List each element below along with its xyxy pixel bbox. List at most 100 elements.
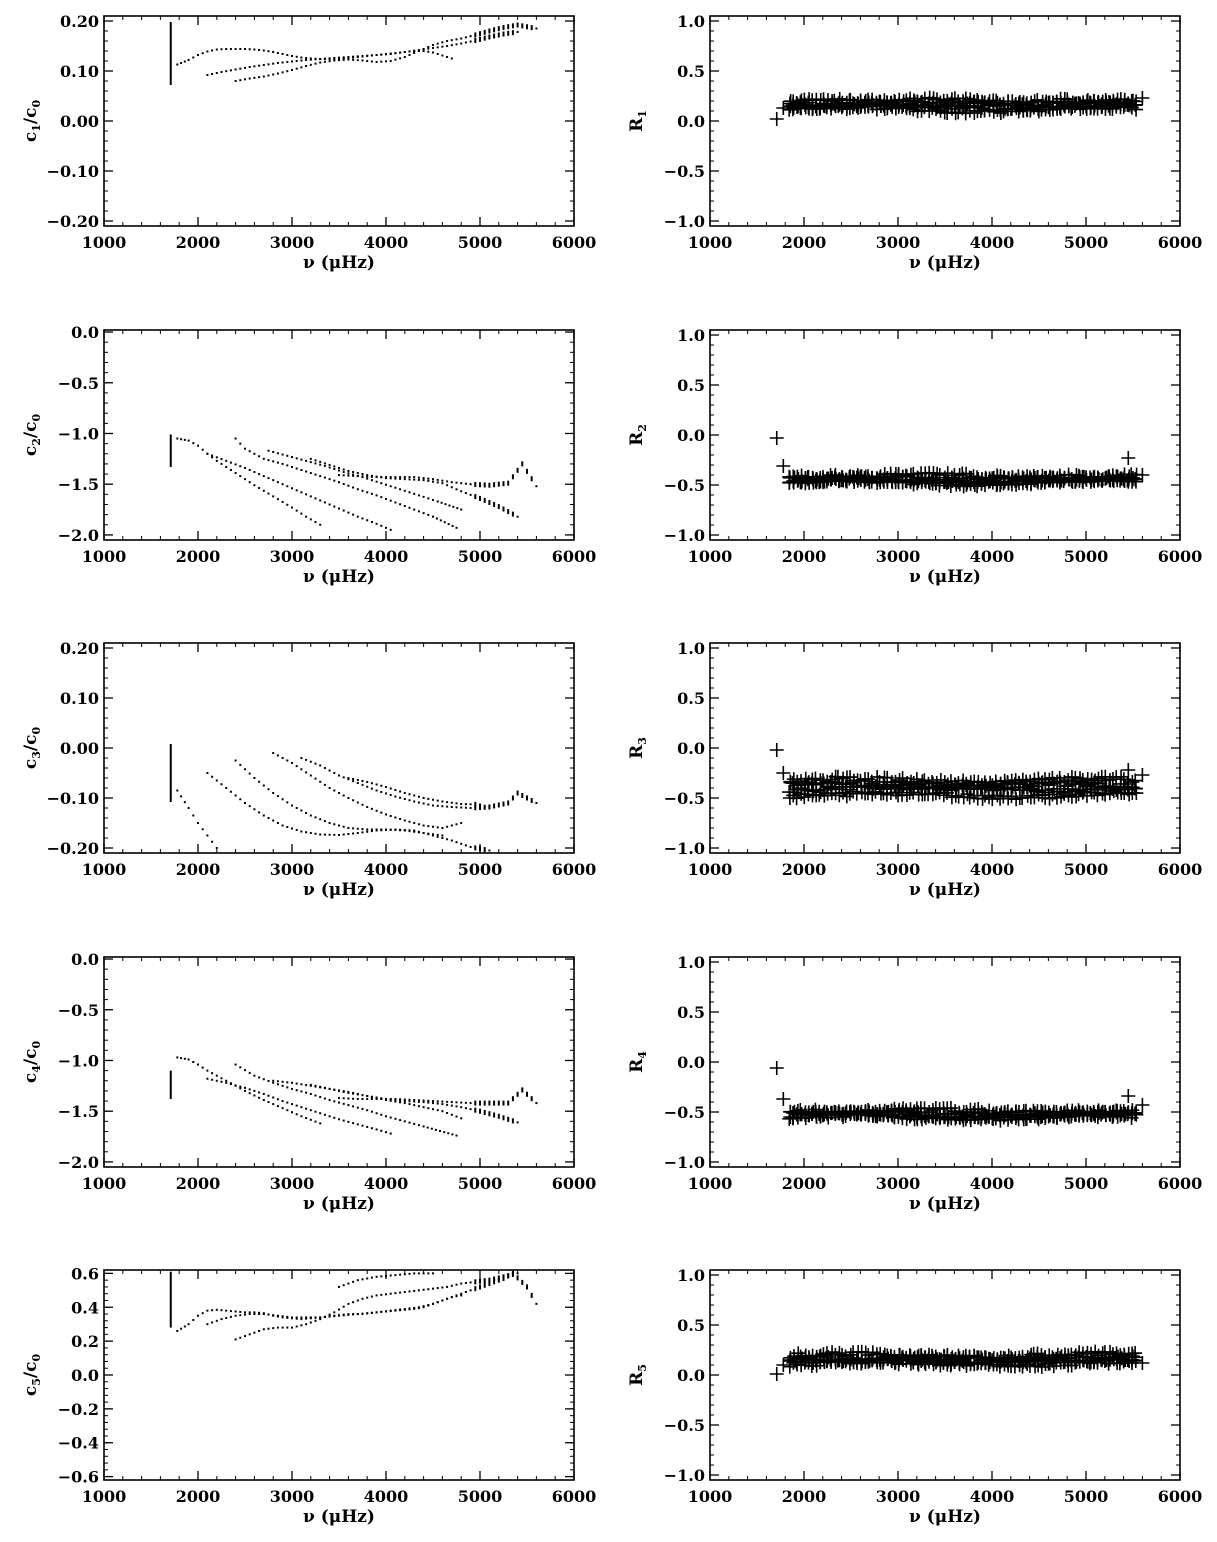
- data-point: [239, 48, 242, 50]
- data-point: [215, 1074, 218, 1077]
- data-point: [197, 1063, 199, 1066]
- data-point: [530, 798, 533, 803]
- data-point: [413, 829, 416, 832]
- data-point: [427, 803, 430, 806]
- data-point: [305, 57, 308, 59]
- data-point: [244, 66, 246, 69]
- data-point: [272, 792, 275, 794]
- data-point: [993, 97, 1008, 112]
- data-point: [441, 834, 444, 837]
- data-point: [206, 772, 209, 774]
- data-point: [1046, 1107, 1061, 1122]
- data-point: [295, 765, 298, 768]
- x-tick-label: 3000: [270, 233, 315, 252]
- data-point: [342, 509, 345, 512]
- data-point: [460, 1292, 463, 1295]
- data-point: [507, 1273, 510, 1279]
- data-point: [291, 1103, 293, 1106]
- data-point: [262, 784, 265, 787]
- data-point: [797, 777, 812, 792]
- data-point: [422, 477, 425, 480]
- data-point: [342, 833, 345, 836]
- data-point: [197, 54, 199, 56]
- data-point: [211, 1072, 214, 1075]
- data-point: [309, 495, 312, 498]
- data-point: [183, 801, 186, 804]
- x-tick-label: 4000: [970, 233, 1015, 252]
- data-point: [993, 1113, 1008, 1128]
- data-point: [258, 64, 261, 67]
- data-point: [903, 1356, 918, 1371]
- data-point: [399, 1119, 402, 1122]
- data-point: [408, 1098, 411, 1101]
- data-point: [267, 788, 270, 791]
- data-point: [239, 442, 242, 445]
- data-point: [455, 526, 458, 529]
- data-point: [309, 1118, 312, 1121]
- data-point: [370, 1127, 373, 1130]
- data-point: [422, 1272, 425, 1275]
- data-point: [300, 512, 303, 515]
- data-point: [394, 52, 397, 55]
- data-point: [286, 464, 289, 467]
- data-point: [276, 1098, 279, 1101]
- data-point: [286, 454, 289, 457]
- data-point: [399, 790, 402, 793]
- data-point: [436, 1102, 439, 1105]
- data-point: [253, 76, 256, 79]
- data-point: [493, 803, 496, 809]
- data-point: [380, 53, 383, 56]
- data-point: [446, 1100, 449, 1103]
- data-point: [258, 1311, 261, 1314]
- data-point: [262, 1313, 265, 1316]
- data-point: [436, 53, 439, 55]
- data-point: [258, 1096, 261, 1099]
- data-point: [375, 1311, 378, 1314]
- data-point: [356, 1098, 359, 1101]
- data-point: [430, 1127, 433, 1130]
- data-point: [960, 1107, 975, 1122]
- data-point: [380, 476, 383, 479]
- data-point: [333, 1314, 336, 1317]
- data-point: [370, 1311, 373, 1314]
- data-point: [229, 1310, 232, 1313]
- data-point: [1087, 469, 1102, 484]
- data-point: [436, 1301, 439, 1304]
- data-point: [455, 1101, 458, 1104]
- data-point: [403, 478, 406, 481]
- data-point: [366, 477, 369, 480]
- data-point: [197, 822, 199, 824]
- data-point: [1046, 776, 1061, 791]
- data-point: [305, 812, 308, 814]
- y-tick-label: −1.0: [664, 212, 705, 231]
- data-point: [389, 815, 392, 817]
- y-tick-label: −1.0: [58, 1051, 99, 1070]
- data-point: [1121, 763, 1136, 777]
- data-point: [356, 472, 359, 475]
- y-tick-label: −2.0: [58, 1153, 99, 1172]
- data-point: [276, 72, 279, 75]
- data-point: [338, 1285, 340, 1288]
- data-point: [446, 1297, 449, 1300]
- data-point: [176, 1329, 179, 1332]
- data-point: [399, 1291, 402, 1294]
- data-point: [417, 831, 420, 834]
- data-point: [385, 1098, 387, 1101]
- data-point: [220, 783, 223, 786]
- data-point: [291, 1087, 293, 1090]
- data-point: [474, 32, 477, 38]
- data-point: [408, 830, 411, 833]
- data-point: [432, 51, 434, 54]
- data-point: [511, 795, 514, 801]
- data-point: [356, 1106, 359, 1109]
- data-point: [932, 472, 947, 487]
- data-point: [309, 760, 312, 763]
- data-point: [347, 833, 350, 835]
- data-point: [220, 462, 223, 465]
- data-point: [858, 1351, 873, 1366]
- data-point: [455, 1105, 458, 1108]
- data-point: [309, 57, 312, 60]
- data-point: [201, 828, 204, 831]
- data-point: [460, 508, 463, 511]
